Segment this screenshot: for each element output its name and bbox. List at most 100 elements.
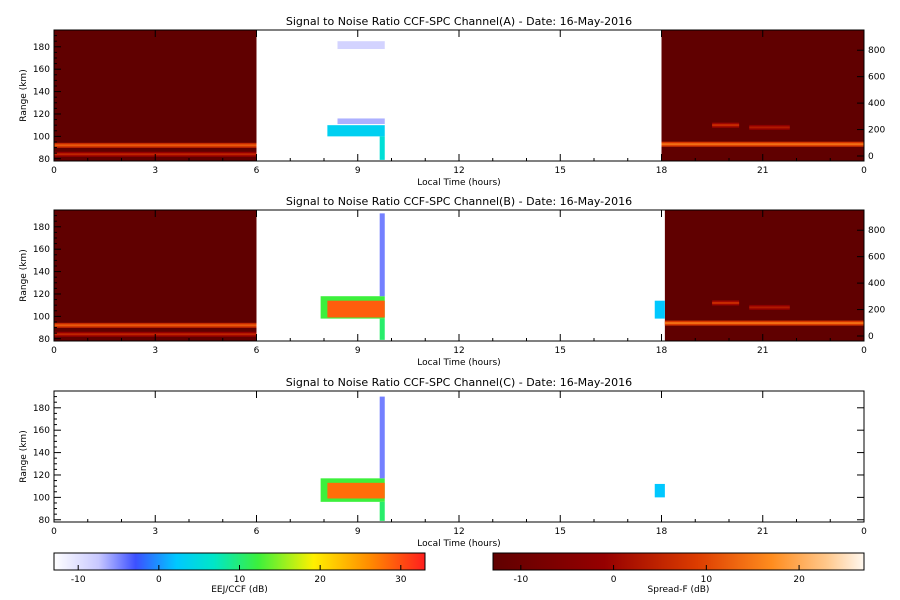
x-axis-label: Local Time (hours) xyxy=(417,539,500,549)
right-y-tick-label: 200 xyxy=(868,306,885,316)
x-tick-label: 0 xyxy=(51,527,57,537)
y-tick-label: 120 xyxy=(33,290,50,300)
x-tick-label: 0 xyxy=(51,346,57,356)
y-tick-label: 120 xyxy=(33,110,50,120)
right-y-tick-label: 0 xyxy=(868,152,874,162)
y-axis-label: Range (km) xyxy=(19,69,29,121)
x-tick-label: 3 xyxy=(152,527,158,537)
y-axis-label: Range (km) xyxy=(19,430,29,482)
eej-echo xyxy=(337,41,385,50)
x-tick-label: 12 xyxy=(453,346,464,356)
x-tick-label: 18 xyxy=(656,527,668,537)
panel-channel-b: Signal to Noise Ratio CCF-SPC Channel(B)… xyxy=(19,195,885,368)
x-axis-label: Local Time (hours) xyxy=(417,178,500,188)
plot-area xyxy=(320,396,665,521)
x-tick-label: 9 xyxy=(355,166,361,176)
x-tick-label: 12 xyxy=(453,527,464,537)
y-tick-label: 180 xyxy=(33,223,50,233)
right-y-tick-label: 400 xyxy=(868,279,885,289)
x-tick-label: 0 xyxy=(861,346,867,356)
x-tick-label: 3 xyxy=(152,346,158,356)
colorbar-tick-label: -10 xyxy=(71,575,86,585)
y-tick-label: 80 xyxy=(39,516,51,526)
eej-echo xyxy=(337,118,385,125)
y-tick-label: 140 xyxy=(33,449,50,459)
right-y-tick-label: 800 xyxy=(868,46,885,56)
y-tick-label: 140 xyxy=(33,88,50,98)
right-y-tick-label: 600 xyxy=(868,73,885,83)
spreadf-layer-core xyxy=(661,143,864,146)
x-axis-label: Local Time (hours) xyxy=(417,358,500,368)
colorbar-tick-label: 20 xyxy=(314,575,326,585)
y-tick-label: 80 xyxy=(39,335,51,345)
x-tick-label: 15 xyxy=(555,346,566,356)
x-tick-label: 12 xyxy=(453,166,464,176)
spreadf-layer-core xyxy=(54,324,257,327)
y-tick-label: 100 xyxy=(33,312,50,322)
colorbar-tick-label: 30 xyxy=(395,575,407,585)
spreadf-block xyxy=(661,30,864,161)
spreadf-layer-core xyxy=(749,306,790,309)
plot-area xyxy=(54,30,864,161)
x-tick-label: 9 xyxy=(355,346,361,356)
eej-echo xyxy=(379,501,385,521)
eej-echo xyxy=(379,136,385,160)
chart-title: Signal to Noise Ratio CCF-SPC Channel(A)… xyxy=(286,15,632,28)
eej-echo xyxy=(379,318,385,340)
x-tick-label: 21 xyxy=(757,166,768,176)
colorbar-tick-label: 10 xyxy=(701,575,713,585)
right-y-tick-label: 800 xyxy=(868,226,885,236)
chart-title: Signal to Noise Ratio CCF-SPC Channel(C)… xyxy=(286,376,632,389)
colorbar-label: EEJ/CCF (dB) xyxy=(211,585,268,595)
plot-area xyxy=(54,210,864,341)
x-tick-label: 21 xyxy=(757,346,768,356)
x-tick-label: 21 xyxy=(757,527,768,537)
colorbar-spreadf: -10 0 10 20 Spread-F (dB) xyxy=(492,552,865,595)
x-tick-label: 9 xyxy=(355,527,361,537)
x-tick-label: 6 xyxy=(254,527,260,537)
x-tick-label: 6 xyxy=(254,166,260,176)
y-tick-label: 160 xyxy=(33,426,50,436)
colorbar-gradient xyxy=(492,552,865,571)
y-tick-label: 80 xyxy=(39,155,51,165)
eej-echo xyxy=(327,482,385,499)
x-tick-label: 18 xyxy=(656,166,668,176)
spreadf-layer-core xyxy=(712,301,740,304)
x-tick-label: 18 xyxy=(656,346,668,356)
y-tick-label: 160 xyxy=(33,65,50,75)
colorbar-tick-label: -10 xyxy=(513,575,528,585)
eej-echo xyxy=(327,300,385,318)
right-y-tick-label: 400 xyxy=(868,99,885,109)
right-y-tick-label: 200 xyxy=(868,126,885,136)
y-tick-label: 120 xyxy=(33,471,50,481)
y-tick-label: 140 xyxy=(33,268,50,278)
y-tick-label: 160 xyxy=(33,245,50,255)
spreadf-block xyxy=(664,210,864,341)
eej-echo xyxy=(379,396,385,479)
x-tick-label: 3 xyxy=(152,166,158,176)
spreadf-layer-core xyxy=(749,126,790,129)
right-y-tick-label: 0 xyxy=(868,332,874,342)
spreadf-layer-core xyxy=(712,124,740,127)
colorbar-tick-label: 10 xyxy=(234,575,246,585)
colorbar-tick-label: 0 xyxy=(611,575,617,585)
chart-title: Signal to Noise Ratio CCF-SPC Channel(B)… xyxy=(286,195,632,208)
y-axis-label: Range (km) xyxy=(19,249,29,301)
x-tick-label: 0 xyxy=(51,166,57,176)
y-tick-label: 180 xyxy=(33,43,50,53)
x-tick-label: 15 xyxy=(555,527,566,537)
eej-echo xyxy=(654,483,665,498)
y-tick-label: 180 xyxy=(33,404,50,414)
x-tick-label: 6 xyxy=(254,346,260,356)
eej-echo xyxy=(327,125,385,137)
spreadf-layer-core xyxy=(664,322,864,325)
eej-echo xyxy=(654,300,665,319)
colorbar-label: Spread-F (dB) xyxy=(648,585,710,595)
spreadf-block xyxy=(54,210,257,341)
right-y-tick-label: 600 xyxy=(868,253,885,263)
y-tick-label: 100 xyxy=(33,132,50,142)
x-tick-label: 0 xyxy=(861,527,867,537)
spreadf-layer-core xyxy=(54,144,257,147)
panel-channel-c: Signal to Noise Ratio CCF-SPC Channel(C)… xyxy=(19,376,867,549)
